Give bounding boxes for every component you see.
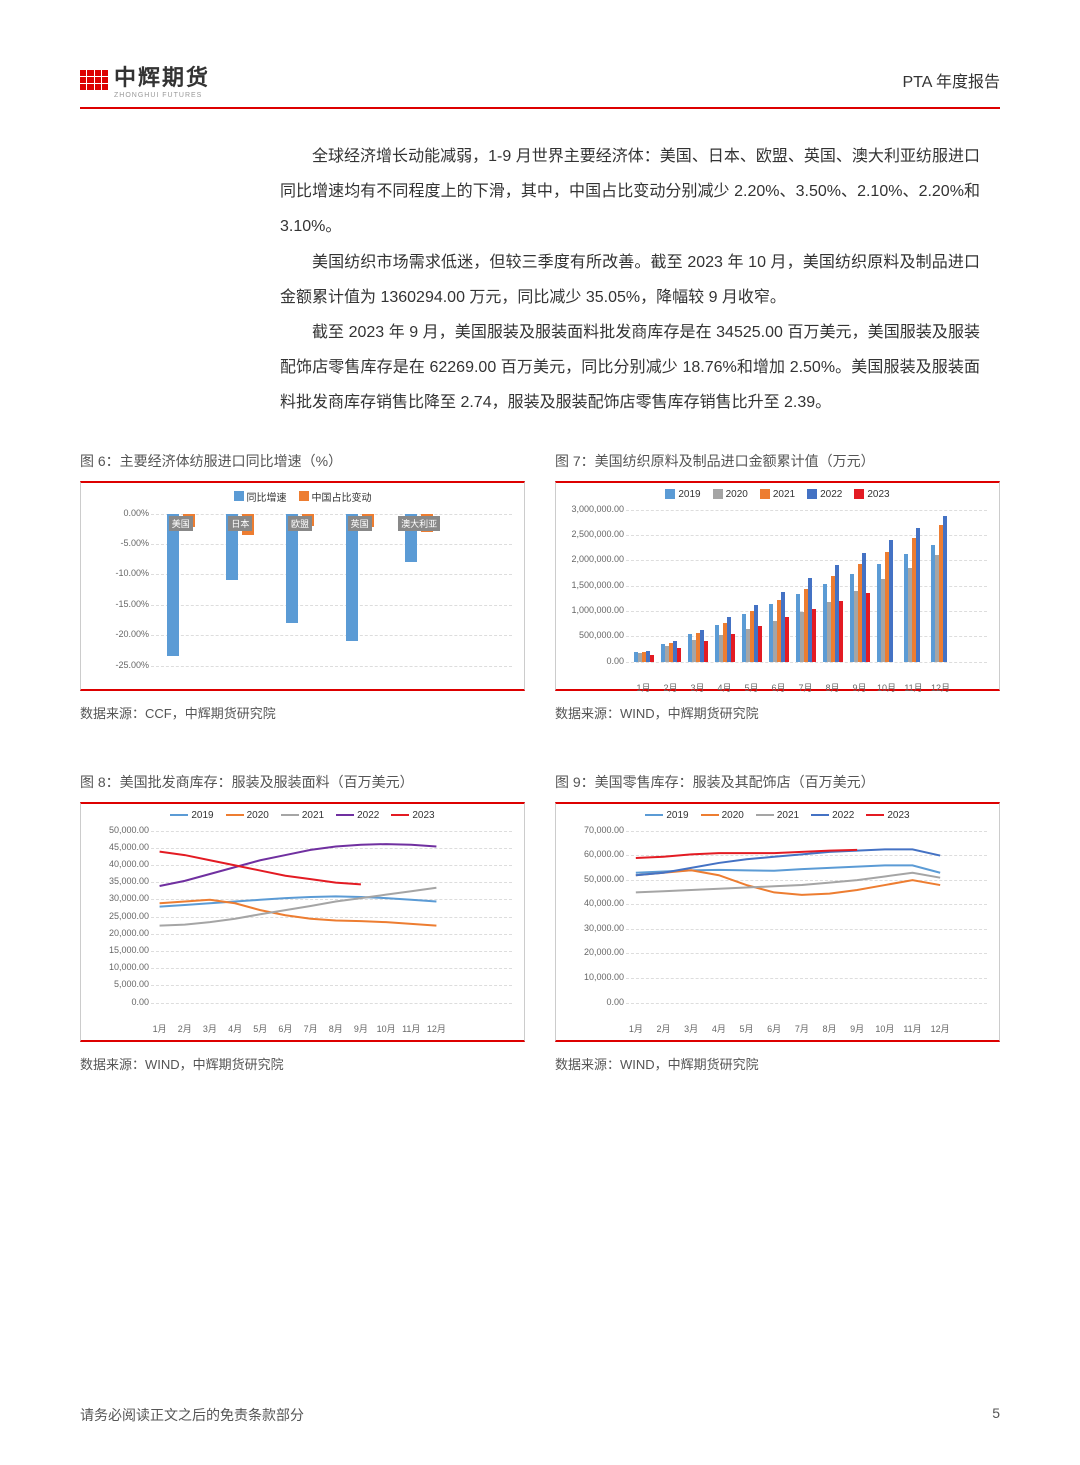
- chart7-title: 图 7：美国纺织原料及制品进口金额累计值（万元）: [555, 451, 1000, 471]
- disclaimer-text: 请务必阅读正文之后的免责条款部分: [80, 1405, 304, 1425]
- chart6-title: 图 6：主要经济体纺服进口同比增速（%）: [80, 451, 525, 471]
- logo-mark-icon: [80, 70, 108, 90]
- chart7-legend: 20192020202120222023: [556, 483, 999, 506]
- chart9-legend: 20192020202120222023: [556, 804, 999, 827]
- chart6-source: 数据来源：CCF，中辉期货研究院: [80, 703, 525, 722]
- chart6: 同比增速中国占比变动 0.00%-5.00%-10.00%-15.00%-20.…: [80, 481, 525, 691]
- paragraph: 全球经济增长动能减弱，1-9 月世界主要经济体：美国、日本、欧盟、英国、澳大利亚…: [280, 139, 980, 245]
- chart6-legend: 同比增速中国占比变动: [81, 483, 524, 510]
- paragraph: 截至 2023 年 9 月，美国服装及服装面料批发商库存是在 34525.00 …: [280, 315, 980, 421]
- logo-subtext: ZHONGHUI FUTURES: [114, 92, 210, 99]
- chart7-plot: 3,000,000.002,500,000.002,000,000.001,50…: [564, 510, 991, 680]
- body-text: 全球经济增长动能减弱，1-9 月世界主要经济体：美国、日本、欧盟、英国、澳大利亚…: [280, 139, 980, 421]
- chart9-source: 数据来源：WIND，中辉期货研究院: [555, 1054, 1000, 1073]
- page-footer: 请务必阅读正文之后的免责条款部分 5: [80, 1405, 1000, 1425]
- chart8-plot: 50,000.0045,000.0040,000.0035,000.0030,0…: [89, 831, 516, 1021]
- paragraph: 美国纺织市场需求低迷，但较三季度有所改善。截至 2023 年 10 月，美国纺织…: [280, 245, 980, 315]
- chart6-plot: 0.00%-5.00%-10.00%-15.00%-20.00%-25.00%美…: [89, 514, 516, 684]
- chart7-source: 数据来源：WIND，中辉期货研究院: [555, 703, 1000, 722]
- chart8: 20192020202120222023 50,000.0045,000.004…: [80, 802, 525, 1042]
- chart9-plot: 70,000.0060,000.0050,000.0040,000.0030,0…: [564, 831, 991, 1021]
- chart7: 20192020202120222023 3,000,000.002,500,0…: [555, 481, 1000, 691]
- chart9-title: 图 9：美国零售库存：服装及其配饰店（百万美元）: [555, 772, 1000, 792]
- chart8-title: 图 8：美国批发商库存：服装及服装面料（百万美元）: [80, 772, 525, 792]
- report-title: PTA 年度报告: [903, 68, 1001, 92]
- chart9: 20192020202120222023 70,000.0060,000.005…: [555, 802, 1000, 1042]
- page-number: 5: [992, 1405, 1000, 1425]
- chart8-legend: 20192020202120222023: [81, 804, 524, 827]
- page-header: 中辉期货 ZHONGHUI FUTURES PTA 年度报告: [80, 60, 1000, 109]
- logo: 中辉期货 ZHONGHUI FUTURES: [80, 60, 210, 99]
- chart8-source: 数据来源：WIND，中辉期货研究院: [80, 1054, 525, 1073]
- logo-text: 中辉期货: [114, 65, 210, 90]
